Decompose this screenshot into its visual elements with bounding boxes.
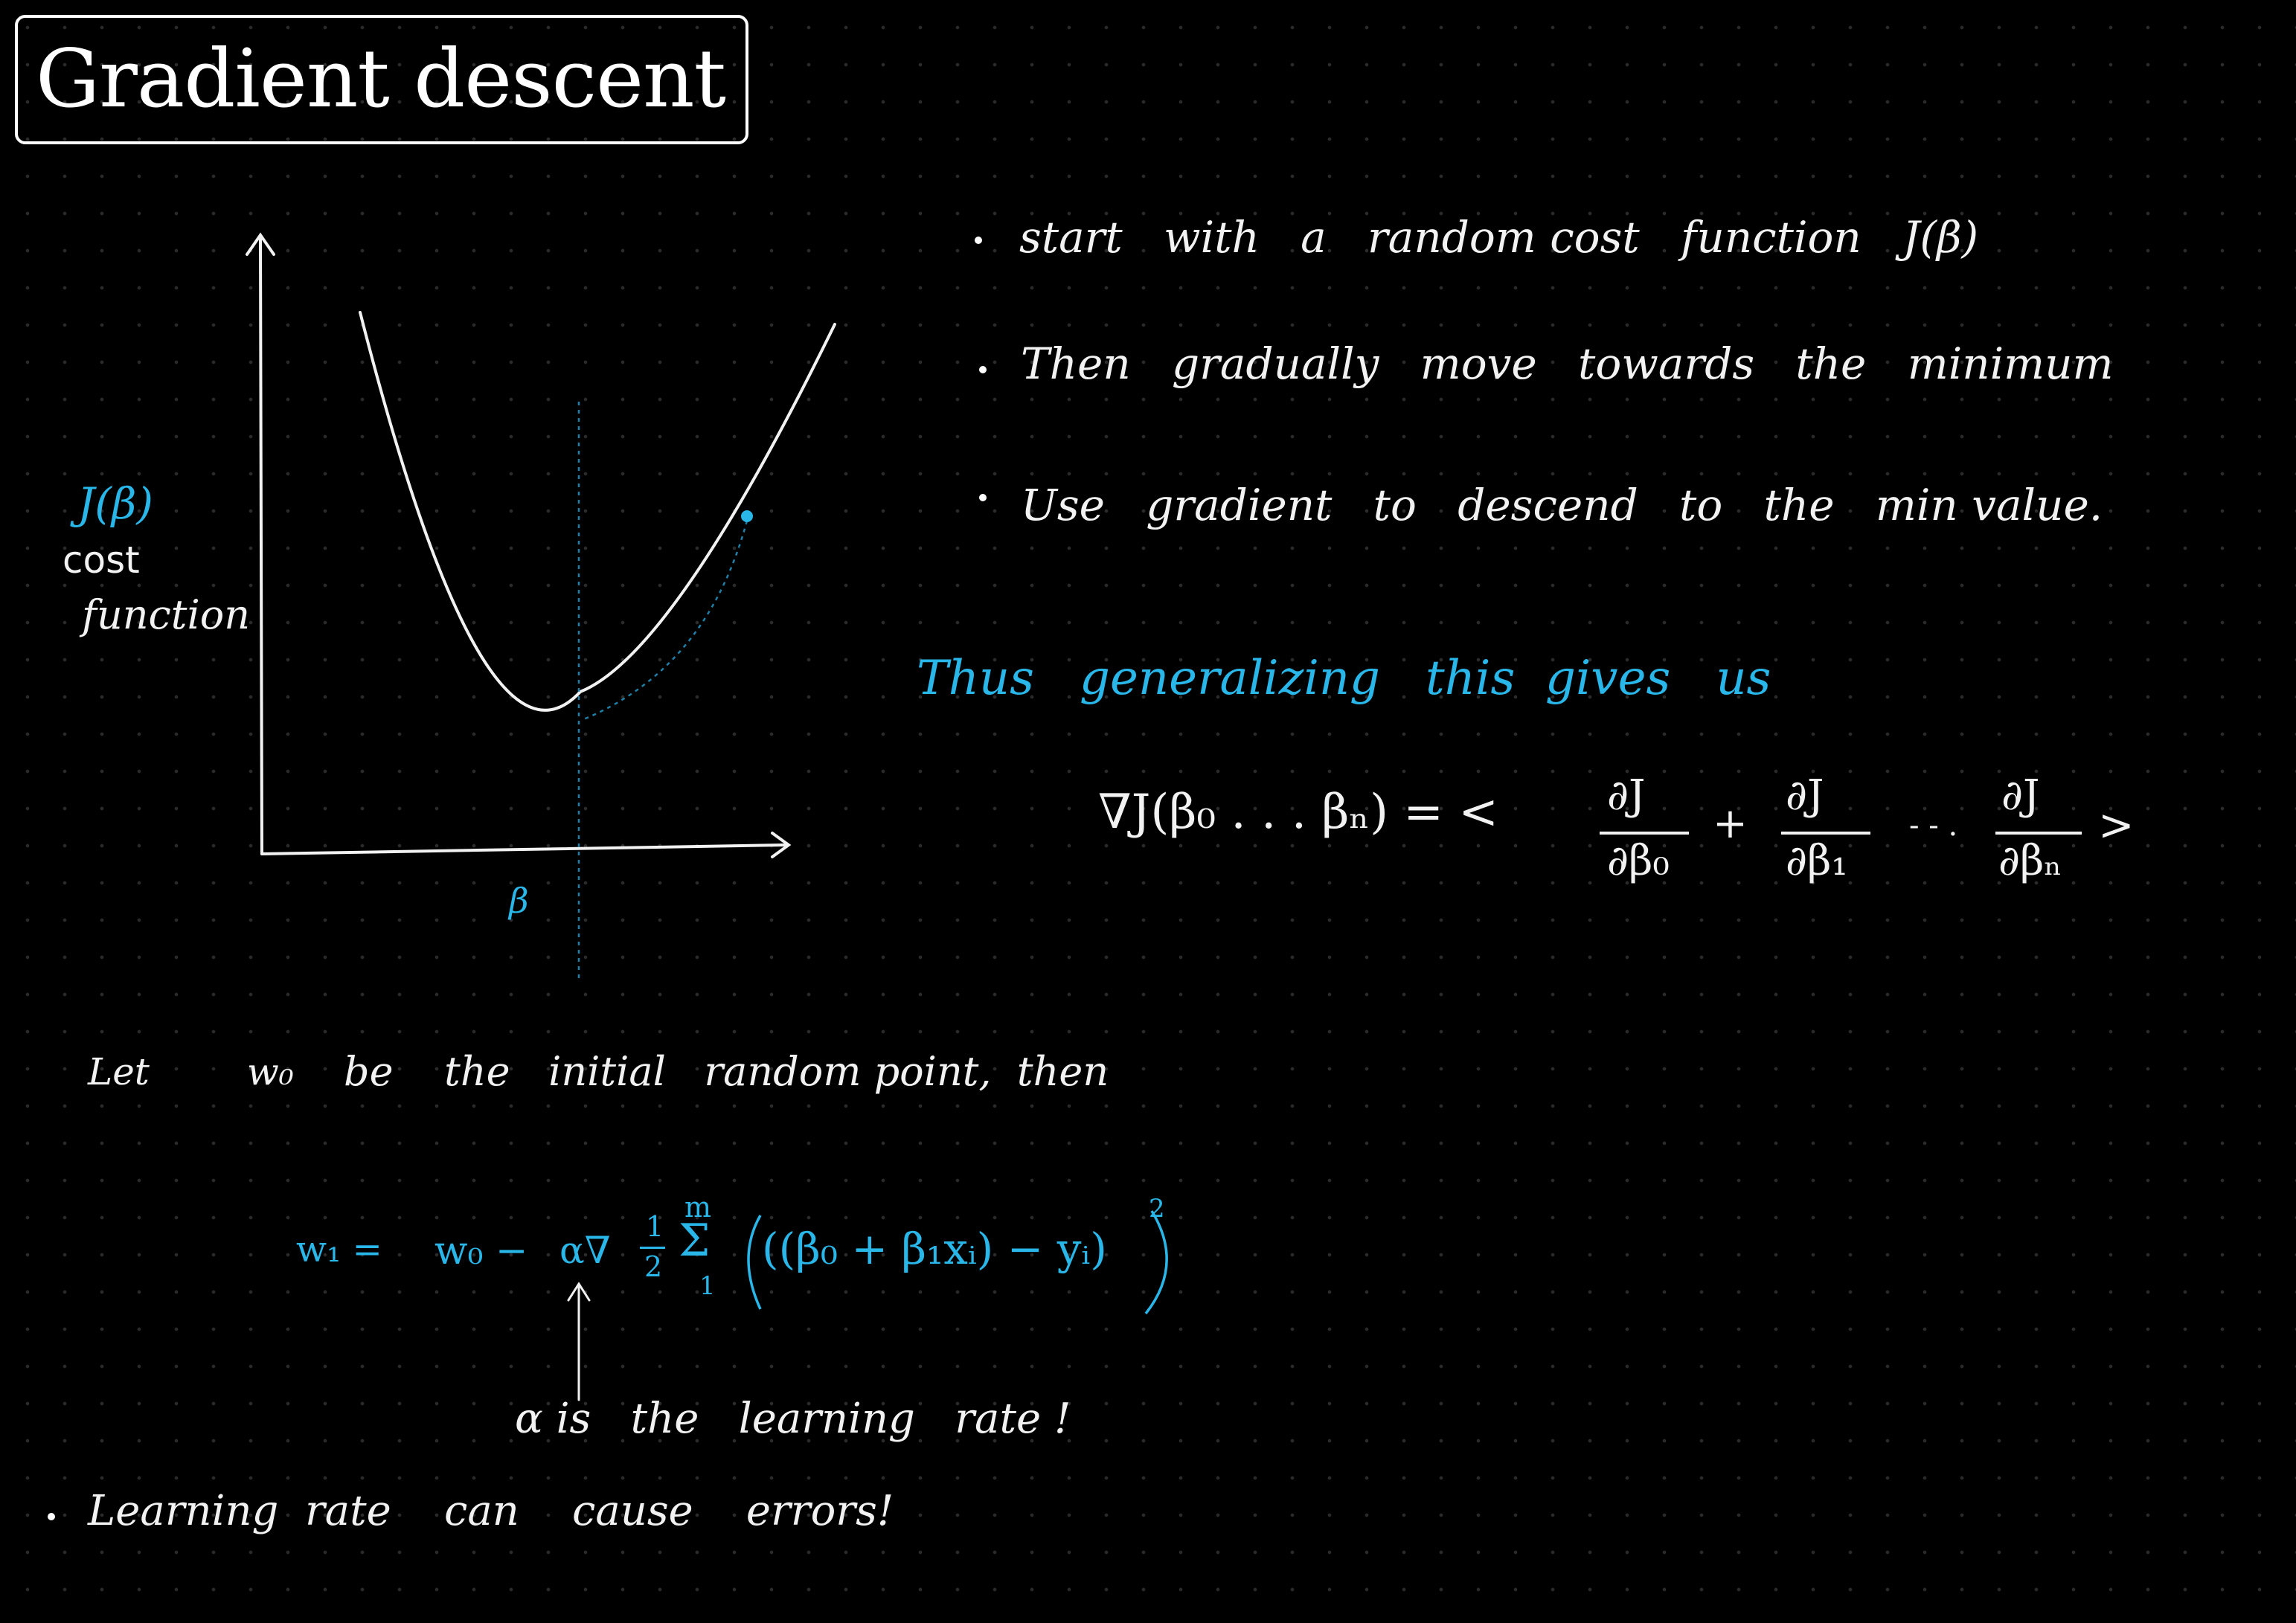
- title-box: Gradient descent: [15, 15, 748, 144]
- closing-bracket: >: [2098, 800, 2135, 850]
- half-numerator: 1: [646, 1210, 664, 1243]
- sum-sign: Σ: [679, 1215, 711, 1267]
- sum-upper-limit: m: [684, 1191, 712, 1224]
- let-word: Let: [88, 1050, 150, 1093]
- term3-numerator: ∂J: [2001, 771, 2040, 820]
- half-fraction-bar: [640, 1247, 665, 1249]
- term2-denominator: ∂β₁: [1786, 837, 1848, 885]
- let-w0: w₀: [247, 1050, 294, 1093]
- bullet-item: Then gradually move towards the minimum: [1021, 338, 2114, 389]
- x-axis-label: β: [509, 881, 529, 921]
- bullet-dot: [979, 494, 987, 501]
- alpha-grad: α∇: [559, 1229, 611, 1272]
- alpha-note: α is the learning rate !: [515, 1395, 1071, 1443]
- generalizing-text: Thus generalizing this gives us: [917, 651, 1771, 706]
- update-eq-lhs: w₁ =: [296, 1229, 382, 1270]
- start-point: [741, 510, 753, 522]
- bottom-note: Learning rate can cause errors!: [88, 1487, 894, 1535]
- update-eq-w0: w₀ −: [434, 1229, 528, 1273]
- bullet-item: Use gradient to descend to the min value…: [1021, 480, 2103, 530]
- bullet-item: start with a random cost function J(β): [1019, 212, 1979, 263]
- bullet-dot: [975, 237, 982, 244]
- sum-big-paren-right: [1144, 1210, 1168, 1315]
- term1-numerator: ∂J: [1607, 771, 1646, 820]
- cost-curve: [359, 311, 836, 712]
- term3-fraction-bar: [1995, 832, 2082, 835]
- bullet-dot: [979, 366, 987, 373]
- page-title: Gradient descent: [36, 33, 726, 126]
- half-denominator: 2: [644, 1250, 663, 1283]
- gradient-eq-lhs: ∇J(β₀ . . . βₙ) = <: [1098, 785, 1498, 840]
- term2-numerator: ∂J: [1786, 771, 1824, 820]
- term3-denominator: ∂βₙ: [1998, 837, 2062, 885]
- y-axis: [246, 232, 275, 855]
- plus-sign: +: [1713, 800, 1748, 848]
- term1-fraction-bar: [1600, 832, 1689, 835]
- let-line-text: be the initial random point, then: [344, 1048, 1109, 1095]
- descent-path: [581, 520, 748, 721]
- squared-exponent: 2: [1149, 1194, 1165, 1224]
- y-axis-label-cost: cost: [62, 539, 140, 582]
- y-axis-label: J(β): [77, 478, 154, 529]
- ellipsis-dots: - - .: [1909, 809, 1958, 843]
- y-axis-label-function: function: [82, 591, 251, 638]
- sum-body: ((β₀ + β₁xᵢ) − yᵢ): [762, 1224, 1107, 1274]
- x-axis: [260, 832, 792, 858]
- sum-lower-limit: 1: [699, 1271, 716, 1301]
- term1-denominator: ∂β₀: [1607, 837, 1670, 885]
- sum-big-paren-left: [747, 1215, 762, 1310]
- term2-fraction-bar: [1781, 832, 1870, 835]
- alpha-pointer-arrowhead: [567, 1282, 591, 1302]
- bullet-dot: [48, 1513, 55, 1520]
